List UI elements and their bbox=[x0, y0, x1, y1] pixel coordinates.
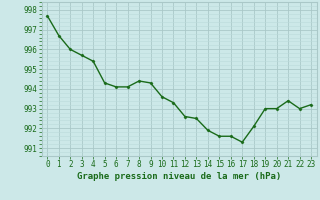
X-axis label: Graphe pression niveau de la mer (hPa): Graphe pression niveau de la mer (hPa) bbox=[77, 172, 281, 181]
